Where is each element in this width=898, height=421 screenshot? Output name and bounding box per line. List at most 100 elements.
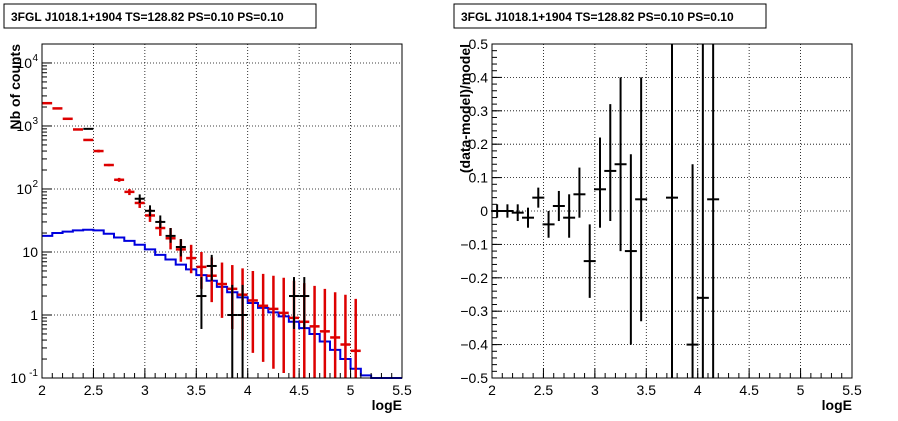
right-residual-point <box>666 44 678 378</box>
right-residual-point <box>573 167 586 218</box>
left-x-tick-label: 4 <box>244 382 252 398</box>
left-grid <box>42 44 402 378</box>
right-residual-point <box>686 164 699 378</box>
left-data-point <box>289 277 299 329</box>
left-data-point <box>175 239 186 257</box>
right-x-axis-label: logE <box>822 397 852 413</box>
left-y-tick-label: 1 <box>30 307 38 323</box>
left-model-point <box>258 273 269 362</box>
left-x-ticks: 2 2.5 3 3.5 4 4.5 5 5.5 <box>38 368 412 398</box>
right-x-tick-label: 4.5 <box>739 382 759 398</box>
left-model-point <box>309 285 320 378</box>
right-residual-point <box>511 204 524 222</box>
left-x-tick-label: 2 <box>38 382 46 398</box>
left-model-histogram-line <box>42 228 402 379</box>
left-x-tick-label: 3.5 <box>187 382 207 398</box>
right-residual-point <box>532 187 545 208</box>
right-residual-point <box>542 211 555 238</box>
left-data-points <box>83 127 310 378</box>
left-x-tick-label: 5.5 <box>392 382 412 398</box>
right-residual-point <box>696 44 709 378</box>
left-model-point <box>93 149 104 153</box>
left-model-point <box>124 188 135 196</box>
right-x-tick-label: 5.5 <box>842 382 862 398</box>
right-title-box <box>453 3 767 29</box>
left-y-tick-label: 10 <box>10 370 26 386</box>
left-data-point <box>227 284 238 378</box>
left-model-point <box>73 128 83 131</box>
right-residual-point <box>707 44 720 378</box>
right-residual-point <box>501 204 514 218</box>
right-x-tick-label: 2.5 <box>534 382 554 398</box>
right-y-tick-label: −0.1 <box>460 236 488 252</box>
right-residual-point <box>635 77 648 322</box>
left-y-tick-exponent: -1 <box>29 368 38 379</box>
left-plot-frame <box>41 43 403 379</box>
left-model-point <box>186 244 197 274</box>
right-y-tick-label: 0.2 <box>469 136 489 152</box>
left-y-tick-exponent: 3 <box>32 116 38 127</box>
right-y-tick-label: 0.4 <box>469 69 489 85</box>
left-panel: 3FGL J1018.1+1904 TS=128.82 PS=0.10 PS=0… <box>3 3 412 413</box>
left-model-point <box>340 294 351 378</box>
right-panel: 3FGL J1018.1+1904 TS=128.82 PS=0.10 PS=0… <box>453 3 862 413</box>
right-x-tick-label: 3.5 <box>637 382 657 398</box>
left-y-tick-label: 10 <box>16 181 32 197</box>
left-model-point <box>278 277 289 374</box>
left-data-point <box>165 228 176 243</box>
left-data-point <box>155 215 166 229</box>
right-y-tick-label: −0.2 <box>460 270 488 286</box>
left-y-tick-exponent: 2 <box>32 179 38 190</box>
left-model-histogram <box>42 228 402 379</box>
left-model-point <box>268 275 279 369</box>
left-data-point <box>206 254 217 281</box>
left-x-tick-label: 4.5 <box>289 382 309 398</box>
right-y-tick-label: −0.3 <box>460 303 488 319</box>
left-data-point <box>145 205 155 217</box>
left-data-point <box>134 194 145 203</box>
left-model-point <box>217 262 227 318</box>
left-data-point <box>299 277 310 329</box>
right-x-tick-label: 3 <box>591 382 599 398</box>
left-model-point <box>330 292 341 378</box>
right-x-tick-label: 5 <box>797 382 805 398</box>
right-x-ticks: 2 2.5 3 3.5 4 4.5 5 5.5 <box>488 368 862 398</box>
left-x-tick-label: 3 <box>141 382 149 398</box>
left-y-tick-label: 10 <box>16 55 32 71</box>
right-residual-point <box>522 207 534 228</box>
left-model-point <box>319 288 330 378</box>
right-y-tick-label: 0.3 <box>469 103 489 119</box>
left-x-tick-label: 5 <box>347 382 355 398</box>
left-y-axis-label: Nb of counts <box>7 44 23 130</box>
right-residual-point <box>563 194 576 238</box>
left-model-point <box>247 270 258 353</box>
right-residual-point <box>624 154 637 345</box>
left-x-tick-label: 2.5 <box>84 382 104 398</box>
left-data-point <box>196 277 207 329</box>
left-title-box <box>3 3 317 29</box>
right-y-tick-label: 0.5 <box>469 36 489 52</box>
right-residual-point <box>552 190 565 222</box>
left-data-point <box>237 284 248 378</box>
left-y-tick-exponent: 4 <box>32 53 38 64</box>
right-x-tick-label: 2 <box>488 382 496 398</box>
right-y-tick-label: 0 <box>480 203 488 219</box>
left-x-axis-label: logE <box>372 397 402 413</box>
left-model-point <box>103 163 114 167</box>
right-y-tick-label: −0.4 <box>460 337 488 353</box>
left-model-point <box>350 298 361 378</box>
right-y-axis-label: (data-model)/model <box>457 44 473 173</box>
right-residual-point <box>594 137 606 228</box>
left-chart-title: 3FGL J1018.1+1904 TS=128.82 PS=0.10 PS=0… <box>11 10 284 24</box>
left-y-tick-label: 10 <box>22 244 38 260</box>
right-y-tick-label: 0.1 <box>469 170 489 186</box>
right-x-tick-label: 4 <box>694 382 702 398</box>
left-model-point <box>114 177 125 182</box>
right-y-ticks: −0.5 −0.4 −0.3 −0.2 −0.1 0 0.1 0.2 0.3 0.4 0.5 <box>460 36 502 386</box>
right-chart-title: 3FGL J1018.1+1904 TS=128.82 PS=0.10 PS=0… <box>461 10 734 24</box>
left-data-point <box>83 127 94 130</box>
right-residual-point <box>583 224 596 298</box>
right-residual-point <box>604 104 617 222</box>
